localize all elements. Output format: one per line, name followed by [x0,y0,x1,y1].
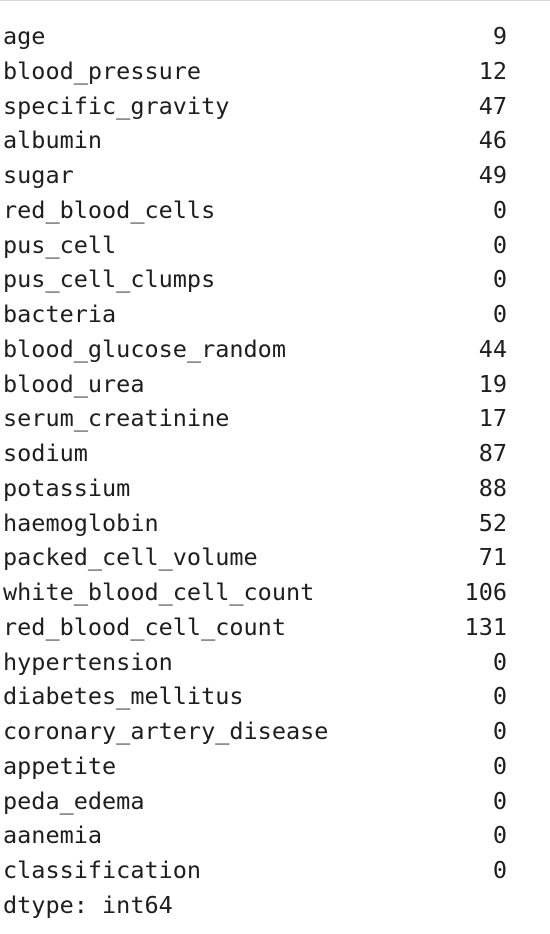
series-row: serum_creatinine 17 [3,401,523,436]
series-row: red_blood_cells 0 [3,193,523,228]
series-index-label: peda_edema [3,784,144,819]
series-value: 0 [493,645,507,680]
series-index-label: specific_gravity [3,89,229,124]
series-value: 0 [493,818,507,853]
series-value: 0 [493,784,507,819]
series-row: hypertension 0 [3,645,523,680]
series-value: 47 [479,89,507,124]
series-index-label: packed_cell_volume [3,540,258,575]
series-value: 12 [479,54,507,89]
series-value: 131 [465,610,507,645]
series-value: 19 [479,367,507,402]
series-row: blood_pressure 12 [3,54,523,89]
series-row: classification 0 [3,853,523,888]
series-index-label: classification [3,853,201,888]
dtype-line: dtype: int64 [3,888,523,923]
series-row: specific_gravity 47 [3,89,523,124]
series-row: appetite 0 [3,749,523,784]
series-index-label: potassium [3,471,130,506]
series-index-label: albumin [3,123,102,158]
series-index-label: diabetes_mellitus [3,679,244,714]
series-value: 71 [479,540,507,575]
series-value: 0 [493,297,507,332]
series-value: 49 [479,158,507,193]
series-value: 17 [479,401,507,436]
series-value: 0 [493,749,507,784]
series-value: 88 [479,471,507,506]
series-row: diabetes_mellitus 0 [3,679,523,714]
series-value: 0 [493,228,507,263]
series-index-label: coronary_artery_disease [3,714,328,749]
series-value: 44 [479,332,507,367]
series-value: 0 [493,262,507,297]
series-row: red_blood_cell_count 131 [3,610,523,645]
series-value: 0 [493,714,507,749]
series-value: 46 [479,123,507,158]
series-value: 0 [493,193,507,228]
series-index-label: sugar [3,158,74,193]
series-index-label: bacteria [3,297,116,332]
series-row: aanemia 0 [3,818,523,853]
series-index-label: white_blood_cell_count [3,575,314,610]
series-output: age 9 blood_pressure 12 specific_gravity 47 al… [3,19,523,923]
series-row: potassium 88 [3,471,523,506]
series-row: sodium 87 [3,436,523,471]
series-index-label: red_blood_cells [3,193,215,228]
series-row: white_blood_cell_count 106 [3,575,523,610]
series-row: blood_urea 19 [3,367,523,402]
output-cell-top-border [0,0,550,4]
series-index-label: blood_glucose_random [3,332,286,367]
series-value: 0 [493,679,507,714]
series-row: pus_cell_clumps 0 [3,262,523,297]
series-value: 106 [465,575,507,610]
series-index-label: aanemia [3,818,102,853]
series-row: haemoglobin 52 [3,506,523,541]
series-index-label: serum_creatinine [3,401,229,436]
series-row: coronary_artery_disease 0 [3,714,523,749]
series-row: age 9 [3,19,523,54]
series-index-label: appetite [3,749,116,784]
series-row: packed_cell_volume 71 [3,540,523,575]
series-index-label: red_blood_cell_count [3,610,286,645]
series-row: peda_edema 0 [3,784,523,819]
series-index-label: hypertension [3,645,173,680]
series-index-label: age [3,19,45,54]
series-row: pus_cell 0 [3,228,523,263]
series-index-label: haemoglobin [3,506,159,541]
series-index-label: pus_cell [3,228,116,263]
series-index-label: blood_urea [3,367,144,402]
series-row: bacteria 0 [3,297,523,332]
series-row: blood_glucose_random 44 [3,332,523,367]
series-row: sugar 49 [3,158,523,193]
series-index-label: sodium [3,436,88,471]
series-index-label: pus_cell_clumps [3,262,215,297]
series-value: 0 [493,853,507,888]
series-value: 87 [479,436,507,471]
series-value: 9 [493,19,507,54]
series-value: 52 [479,506,507,541]
series-row: albumin 46 [3,123,523,158]
series-index-label: blood_pressure [3,54,201,89]
